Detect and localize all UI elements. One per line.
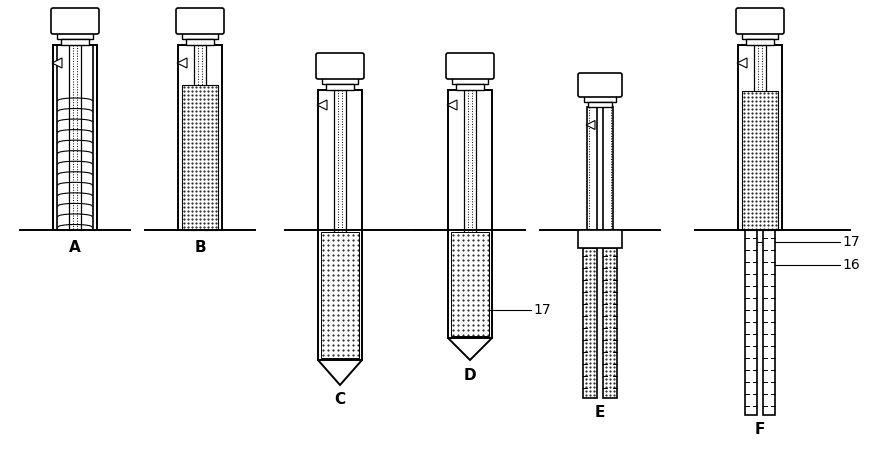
Text: D: D	[463, 368, 475, 383]
Polygon shape	[52, 58, 62, 68]
Text: E: E	[594, 406, 605, 421]
Polygon shape	[176, 58, 187, 68]
Bar	[582, 248, 596, 398]
Bar	[603, 249, 615, 397]
Bar	[762, 230, 774, 415]
Polygon shape	[318, 360, 362, 385]
Bar	[93, 45, 96, 230]
Bar	[61, 39, 89, 45]
Bar	[583, 249, 595, 397]
Text: 17: 17	[841, 235, 859, 249]
Bar	[587, 102, 611, 107]
Bar	[452, 77, 488, 84]
Polygon shape	[448, 338, 492, 360]
Bar	[450, 232, 488, 336]
Bar	[318, 230, 362, 360]
Bar	[737, 45, 781, 230]
Bar	[741, 91, 777, 230]
Bar	[321, 232, 359, 358]
FancyBboxPatch shape	[577, 73, 621, 97]
Bar	[450, 232, 488, 336]
FancyBboxPatch shape	[51, 8, 99, 34]
FancyBboxPatch shape	[176, 8, 223, 34]
FancyBboxPatch shape	[735, 8, 783, 34]
Text: A: A	[69, 240, 81, 254]
Text: F: F	[754, 423, 765, 438]
Bar	[182, 85, 218, 230]
Polygon shape	[586, 120, 594, 130]
Bar	[744, 230, 756, 415]
Bar	[186, 39, 214, 45]
Bar	[602, 107, 613, 230]
FancyBboxPatch shape	[446, 53, 494, 79]
Bar	[53, 45, 96, 230]
Bar	[321, 232, 359, 358]
Bar	[318, 90, 362, 230]
FancyBboxPatch shape	[315, 53, 363, 79]
Bar	[322, 77, 357, 84]
Bar	[326, 84, 354, 90]
Bar	[448, 90, 492, 230]
Bar	[182, 32, 218, 39]
Polygon shape	[447, 100, 456, 110]
Text: 16: 16	[841, 258, 859, 272]
Bar	[53, 45, 57, 230]
Polygon shape	[736, 58, 746, 68]
Bar	[448, 230, 492, 338]
Text: C: C	[334, 392, 345, 407]
Bar	[602, 248, 616, 398]
Bar	[178, 45, 222, 230]
Text: B: B	[194, 240, 206, 254]
Bar	[745, 39, 773, 45]
Bar	[583, 95, 615, 102]
Bar	[182, 85, 218, 230]
Bar	[741, 91, 777, 230]
Bar	[587, 107, 596, 230]
Polygon shape	[316, 100, 327, 110]
Bar	[455, 84, 483, 90]
Bar	[577, 230, 621, 248]
Bar	[741, 32, 777, 39]
Bar	[57, 32, 93, 39]
Text: 17: 17	[533, 303, 550, 317]
